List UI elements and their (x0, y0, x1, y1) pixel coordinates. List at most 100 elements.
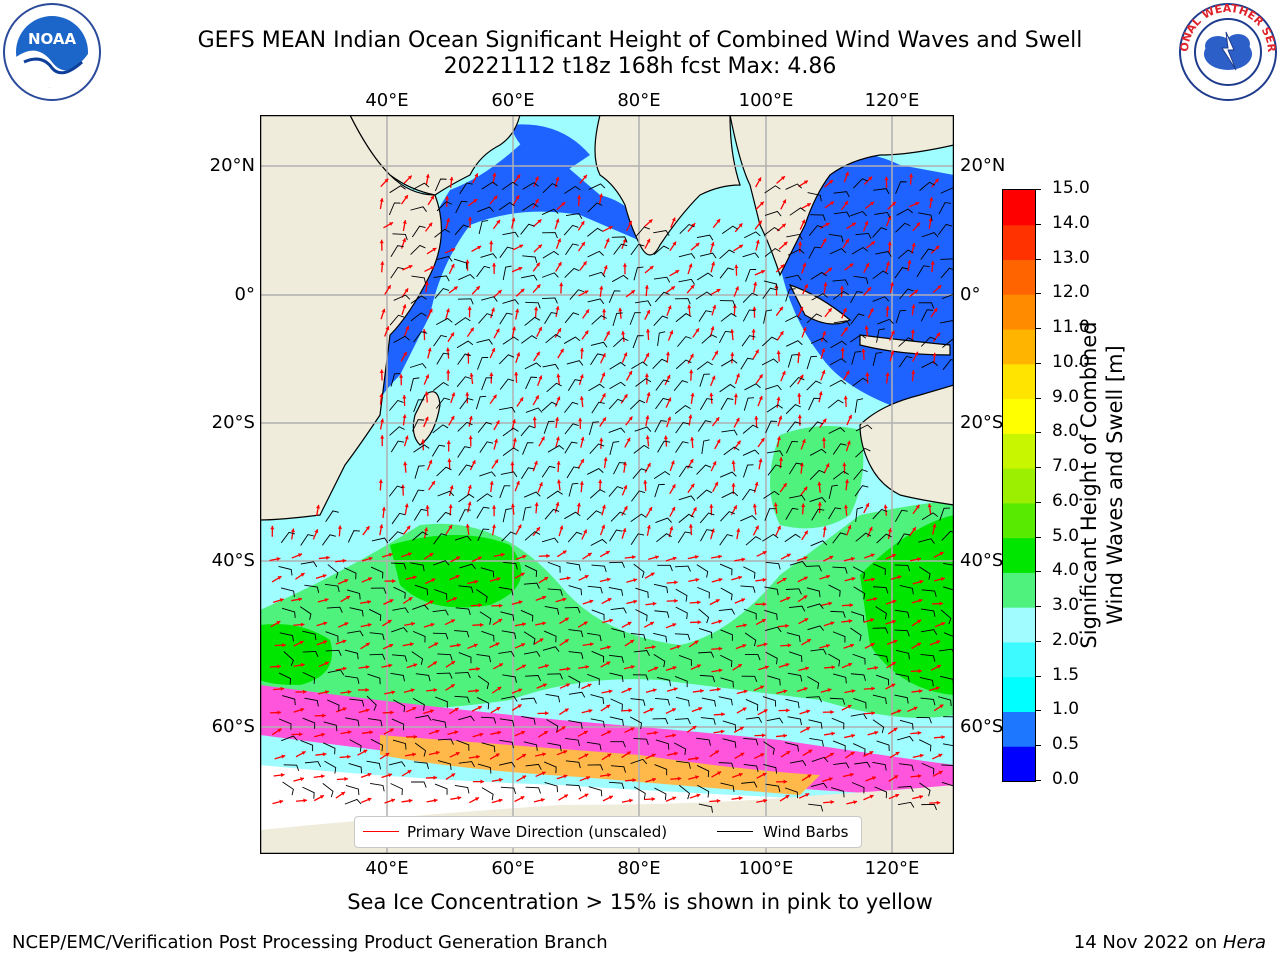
wave-direction-arrowhead (822, 238, 827, 243)
wind-barb (720, 398, 734, 410)
wave-direction-arrowhead (892, 599, 897, 604)
wind-barb (367, 673, 381, 685)
wind-barb (829, 248, 847, 255)
wave-direction-arrowhead (759, 201, 764, 206)
wind-barb (546, 382, 562, 393)
wave-direction-arrowhead (450, 684, 455, 688)
wind-barb (609, 716, 624, 726)
wave-direction-arrowhead (868, 176, 873, 181)
wind-barb (832, 443, 847, 455)
wind-barb (853, 275, 869, 285)
wind-barb (522, 255, 538, 263)
wave-direction-arrowhead (939, 551, 944, 556)
wind-barb (850, 611, 865, 622)
wave-direction-arrowhead (893, 727, 898, 732)
wind-barb (522, 442, 534, 455)
wave-direction-arrowhead (300, 707, 305, 712)
wind-barb (564, 401, 579, 413)
wave-direction-arrowhead (870, 201, 875, 206)
wind-barb (412, 604, 429, 610)
wave-direction-arrowhead (651, 645, 656, 650)
wave-direction-arrowhead (300, 573, 305, 577)
colorbar-segment (1003, 294, 1035, 330)
wind-barb (587, 632, 602, 642)
wave-direction-arrowhead (510, 503, 516, 508)
wind-barb (785, 404, 802, 415)
wind-barb (389, 185, 406, 194)
wind-barb (876, 328, 885, 343)
wind-barb (436, 511, 452, 523)
wave-direction-arrowhead (447, 458, 452, 463)
wave-direction-arrowhead (556, 461, 561, 465)
wave-direction-arrowhead (450, 619, 455, 624)
wind-barb (608, 587, 624, 596)
wind-barb (502, 427, 519, 437)
wave-direction-arrowhead (643, 480, 648, 484)
wind-barb (700, 529, 713, 542)
lat-tick-left-4: 40°S (211, 550, 255, 571)
wind-barb (609, 441, 620, 455)
wave-direction-arrowhead (489, 372, 494, 376)
wave-direction-arrowhead (559, 525, 564, 530)
wind-barb (502, 508, 512, 523)
wind-barb (764, 210, 782, 217)
wave-direction-arrowhead (510, 461, 515, 466)
wave-direction-arrowhead (534, 176, 539, 181)
wind-barb (766, 404, 783, 413)
wind-barb (391, 562, 407, 570)
wave-direction-arrowhead (847, 704, 852, 709)
wave-direction-arrowhead (829, 752, 834, 757)
wind-barb (454, 224, 470, 236)
wave-direction-arrowhead (850, 751, 855, 756)
wave-direction-arrowhead (848, 414, 852, 419)
wave-direction-arrowhead (389, 728, 394, 733)
wind-barb (811, 508, 825, 521)
wave-direction-arrowhead (915, 201, 920, 206)
wind-barb (789, 605, 806, 612)
wave-direction-arrowhead (584, 753, 589, 758)
wind-barb (325, 649, 342, 656)
wave-direction-arrowhead (412, 706, 417, 711)
wind-barb (745, 269, 757, 282)
wind-barb (480, 253, 498, 259)
wave-direction-arrowhead (741, 557, 746, 562)
wave-direction-arrowhead (435, 750, 440, 755)
wave-direction-arrowhead (282, 643, 286, 648)
wave-direction-arrowhead (379, 393, 384, 398)
wind-barb (763, 226, 780, 236)
wave-direction-arrowhead (467, 501, 472, 506)
wave-direction-arrowhead (451, 248, 456, 252)
wind-barb (454, 672, 471, 679)
wave-direction-arrowhead (696, 664, 701, 669)
wind-barb (763, 280, 778, 291)
wave-direction-arrowhead (783, 779, 788, 784)
wind-barb (587, 227, 603, 237)
wind-barb (349, 739, 362, 752)
wave-direction-arrowhead (380, 435, 385, 439)
wave-direction-arrowhead (822, 331, 827, 336)
wind-barb (589, 443, 605, 454)
colorbar (1002, 189, 1036, 782)
wind-barb (344, 675, 360, 684)
wave-direction-arrowhead (451, 392, 456, 397)
lon-tick-bottom-4: 100°E (738, 858, 794, 879)
wind-barb (700, 717, 716, 725)
wind-barb (855, 424, 873, 432)
wind-barb (898, 337, 914, 347)
wave-direction-arrowhead (434, 642, 439, 647)
wind-barb (675, 313, 692, 323)
wind-barb (346, 589, 361, 600)
wind-barb (872, 227, 887, 238)
wind-barb (564, 185, 581, 194)
wave-direction-arrowhead (671, 708, 676, 712)
wave-direction-arrowhead (402, 394, 407, 399)
wave-direction-arrowhead (629, 798, 633, 803)
wind-barb (720, 471, 737, 478)
wave-direction-arrowhead (831, 731, 835, 736)
wind-barb (851, 246, 869, 255)
wind-barb (808, 719, 823, 729)
wave-direction-arrowhead (512, 437, 517, 442)
wave-direction-arrowhead (564, 639, 569, 643)
wave-direction-arrowhead (480, 779, 484, 784)
wind-barb (873, 653, 889, 663)
